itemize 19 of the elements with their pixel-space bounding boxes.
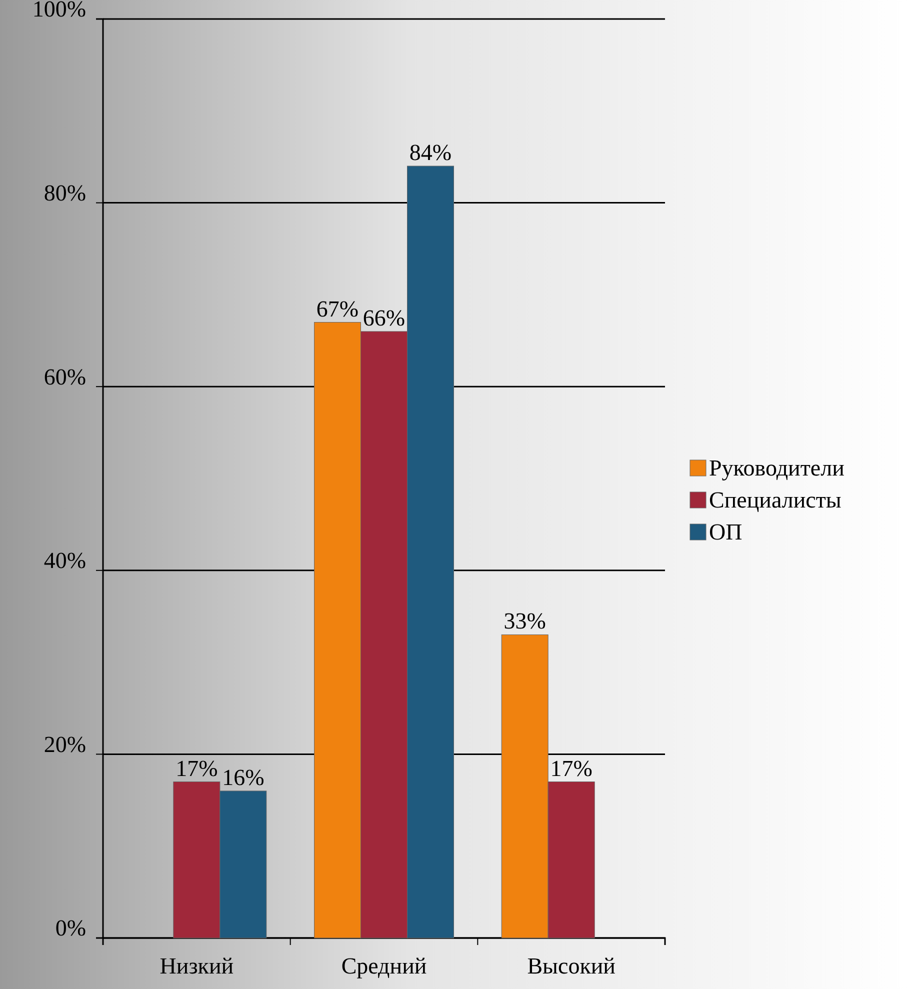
legend-label: Специалисты bbox=[709, 488, 842, 512]
data-label: 33% bbox=[504, 608, 546, 634]
legend-label: ОП bbox=[709, 520, 742, 544]
y-tick-label: 100% bbox=[32, 0, 86, 22]
y-tick-label: 0% bbox=[55, 916, 86, 941]
y-tick-label: 60% bbox=[44, 364, 86, 390]
data-label: 84% bbox=[409, 140, 452, 166]
x-tick-label: Средний bbox=[341, 953, 427, 978]
data-label: 66% bbox=[362, 305, 406, 330]
y-tick-label: 80% bbox=[44, 180, 86, 206]
legend-label: Руководители bbox=[709, 456, 844, 480]
y-tick-label: 40% bbox=[44, 548, 86, 574]
x-tick-label: Низкий bbox=[160, 953, 234, 978]
data-label: 17% bbox=[176, 756, 218, 781]
y-tick-label: 20% bbox=[44, 732, 86, 757]
x-tick-label: Высокий bbox=[527, 953, 616, 978]
data-label: 17% bbox=[550, 756, 592, 781]
data-label: 16% bbox=[222, 764, 264, 790]
data-label: 67% bbox=[316, 296, 359, 322]
